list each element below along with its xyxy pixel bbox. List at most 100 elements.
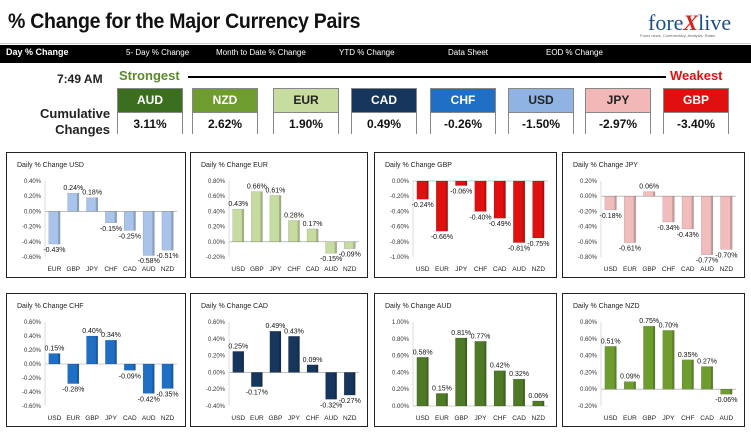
x-tick-label: NZD xyxy=(343,266,357,273)
bar-shade xyxy=(503,181,506,219)
timestamp: 7:49 AM xyxy=(57,72,103,86)
chart-title: Daily % Change EUR xyxy=(201,162,268,169)
nav-5day-change[interactable]: 5- Day % Change xyxy=(126,48,190,57)
currency-box-jpy: JPY -2.97% xyxy=(585,88,651,134)
y-tick-label: 0.20% xyxy=(208,225,226,231)
x-tick-label: USD xyxy=(231,415,245,422)
logo-prefix: fore xyxy=(648,10,684,35)
chart-title: Daily % Change USD xyxy=(17,162,84,169)
nav-ytd-change[interactable]: YTD % Change xyxy=(339,48,395,57)
y-tick-label: -0.20% xyxy=(206,255,226,261)
chart-panel-eur: Daily % Change EUR 0.80% 0.60% 0.40% 0.20% 0.… xyxy=(190,152,368,278)
data-label: 0.15% xyxy=(432,385,452,392)
currency-name: EUR xyxy=(274,89,338,112)
bar-chf xyxy=(288,220,300,242)
data-label: 0.24% xyxy=(63,185,83,192)
bar-eur xyxy=(623,381,636,390)
data-label: 0.81% xyxy=(451,330,471,337)
data-label: -0.27% xyxy=(339,398,361,405)
x-tick-label: CAD xyxy=(512,415,526,422)
x-tick-label: USD xyxy=(416,266,430,273)
data-label: -0.43% xyxy=(677,232,699,239)
y-tick-label: 0.00% xyxy=(208,370,226,376)
nav-day-change[interactable]: Day % Change xyxy=(6,47,69,57)
data-label: -0.15% xyxy=(320,256,342,263)
chart-title: Daily % Change CHF xyxy=(17,303,84,310)
nav-eod-change[interactable]: EOD % Change xyxy=(546,48,603,57)
chart-title: Daily % Change NZD xyxy=(573,303,640,310)
nav-bar: Day % Change 5- Day % Change Month to Da… xyxy=(0,45,751,63)
y-tick-label: -0.60% xyxy=(22,404,42,410)
currency-value: -1.50% xyxy=(509,112,573,134)
bar-cad xyxy=(513,378,526,407)
bar-shade xyxy=(653,191,655,197)
y-tick-label: -0.20% xyxy=(578,404,598,410)
bar-shade xyxy=(95,197,98,212)
bar-shade xyxy=(316,364,319,373)
cumulative-changes-label: Cumulative Changes xyxy=(40,106,110,138)
data-label: 0.34% xyxy=(101,332,121,339)
data-label: -0.70% xyxy=(715,252,737,259)
data-label: -0.49% xyxy=(489,221,511,228)
chart-svg: Daily % Change CHF 0.60% 0.40% 0.20% 0.00% -0… xyxy=(17,303,179,422)
x-tick-label: AUD xyxy=(142,415,156,422)
bar-nzd xyxy=(343,372,356,396)
bar-shade xyxy=(260,372,263,387)
bar-shade xyxy=(152,211,155,256)
bar-shade xyxy=(542,400,545,406)
y-tick-label: 0.00% xyxy=(208,240,226,246)
strongest-label: Strongest xyxy=(119,68,180,83)
data-label: 0.27% xyxy=(697,359,717,366)
bar-gbp xyxy=(86,335,99,365)
currency-box-usd: USD -1.50% xyxy=(508,88,574,134)
data-label: -0.24% xyxy=(412,202,434,209)
data-label: -0.58% xyxy=(138,258,160,265)
data-label: 0.43% xyxy=(228,201,248,208)
bar-chf xyxy=(681,359,694,390)
bar-shade xyxy=(279,331,281,373)
bar-jpy xyxy=(269,195,282,242)
bar-usd xyxy=(416,180,429,200)
forexlive-logo[interactable]: foreXlive xyxy=(648,10,731,36)
bar-chf xyxy=(306,364,319,373)
data-label: 0.49% xyxy=(265,323,285,330)
bar-shade xyxy=(58,211,61,245)
chart-panel-aud: Daily % Change AUD 1.00% 0.80% 0.60% 0.40% 0.… xyxy=(374,293,557,427)
cumulative-label-line2: Changes xyxy=(55,122,110,137)
y-tick-label: 0.60% xyxy=(24,320,42,326)
nav-mtd-change[interactable]: Month to Date % Change xyxy=(216,48,306,57)
y-tick-label: -0.40% xyxy=(390,209,410,215)
y-tick-label: 0.60% xyxy=(580,337,598,343)
currency-name: AUD xyxy=(118,89,182,112)
currency-box-eur: EUR 1.90% xyxy=(273,88,339,134)
page-title: % Change for the Major Currency Pairs xyxy=(8,10,361,33)
y-tick-label: -0.60% xyxy=(578,240,598,246)
chart-title: Daily % Change AUD xyxy=(385,303,452,310)
y-tick-label: 0.80% xyxy=(580,320,598,326)
x-tick-label: EUR xyxy=(435,266,449,273)
nav-data-sheet[interactable]: Data Sheet xyxy=(448,48,489,57)
y-tick-label: 0.40% xyxy=(580,354,598,360)
currency-box-aud: AUD 3.11% xyxy=(117,88,183,134)
data-label: 0.18% xyxy=(82,190,102,197)
bar-nzd xyxy=(532,180,545,239)
bar-cad xyxy=(123,363,136,371)
bar-shade xyxy=(465,181,467,186)
x-tick-label: EUR xyxy=(435,415,449,422)
bar-aud xyxy=(325,372,337,400)
currency-name: NZD xyxy=(193,89,257,112)
x-tick-label: CAD xyxy=(123,415,137,422)
bar-eur xyxy=(623,196,636,243)
bar-usd xyxy=(232,208,245,242)
y-tick-label: 0.80% xyxy=(392,337,410,343)
x-tick-label: NZD xyxy=(532,415,546,422)
y-tick-label: 0.20% xyxy=(24,194,42,200)
x-tick-label: CAD xyxy=(493,266,507,273)
y-tick-label: 0.20% xyxy=(580,370,598,376)
bar-shade xyxy=(133,211,136,231)
data-label: -0.43% xyxy=(43,247,65,254)
x-tick-label: USD xyxy=(604,415,618,422)
data-label: 0.09% xyxy=(303,357,323,364)
chart-svg: Daily % Change JPY 0.20% 0.00% -0.20% -0.40%… xyxy=(573,162,737,273)
bar-shade xyxy=(653,326,655,390)
